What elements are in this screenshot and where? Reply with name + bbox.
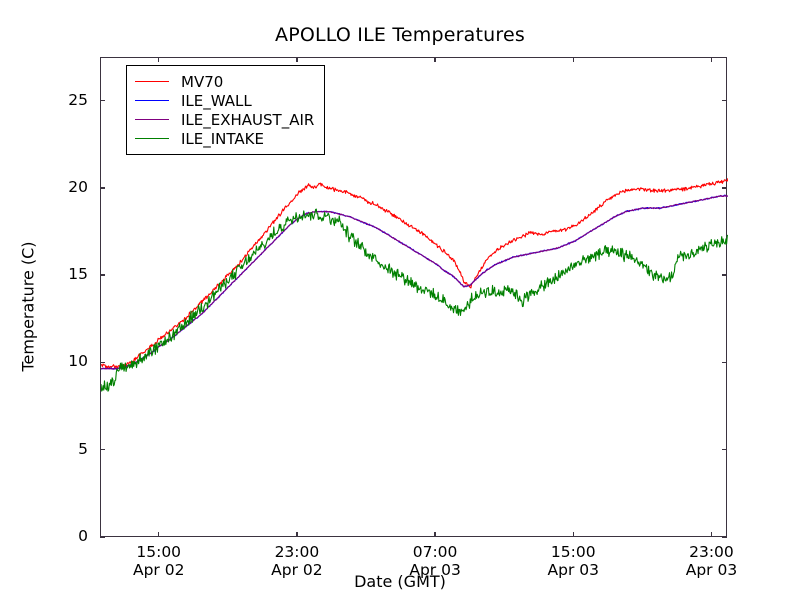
chart-title: APOLLO ILE Temperatures [275,24,525,46]
legend-swatch-icon [135,100,169,101]
y-tick-mark [100,187,105,189]
y-tick-label: 10 [68,352,88,371]
x-tick-mark [296,532,298,537]
legend-swatch-icon [135,138,169,139]
y-tick-mark [100,536,105,538]
x-tick-label: 07:00 Apr 03 [409,543,461,579]
y-axis-label: Temperature (C) [18,241,38,372]
legend-item: ILE_INTAKE [135,129,314,148]
y-tick-label: 0 [78,527,88,545]
y-tick-mark [100,361,105,364]
x-tick-label: 23:00 Apr 03 [685,543,738,579]
x-tick-mark [296,57,298,62]
series-line-ile_exhaust_air [101,194,728,370]
legend-label: MV70 [181,72,224,91]
legend-label: ILE_INTAKE [181,129,264,148]
y-tick-mark [722,274,727,276]
y-tick-mark [722,449,727,451]
legend-swatch-icon [135,119,169,120]
y-tick-mark [722,536,727,538]
y-tick-mark [722,99,727,102]
legend-label: ILE_WALL [181,91,252,110]
x-tick-label: 15:00 Apr 02 [132,543,185,579]
chart-legend: MV70 ILE_WALL ILE_EXHAUST_AIR ILE_INTAKE [126,65,326,155]
x-tick-mark [434,532,436,537]
x-tick-label: 15:00 Apr 03 [547,543,599,579]
plot-lines [101,177,728,392]
y-tick-mark [722,187,727,189]
y-tick-mark [100,274,105,276]
x-tick-label: 23:00 Apr 02 [271,543,323,579]
y-tick-mark [100,449,105,451]
x-axis-label: Date (GMT) [354,572,446,591]
y-tick-label: 15 [68,265,88,284]
legend-swatch-icon [135,81,169,82]
legend-label: ILE_EXHAUST_AIR [181,110,315,129]
legend-item: MV70 [135,72,314,91]
series-line-ile_intake [101,208,728,392]
x-tick-mark [710,57,713,62]
series-line-mv70 [101,177,728,370]
x-tick-mark [158,57,160,62]
y-tick-mark [100,99,105,102]
legend-item: ILE_WALL [135,91,314,110]
x-tick-mark [158,532,160,537]
x-tick-mark [434,57,436,62]
x-tick-mark [572,57,574,62]
legend-item: ILE_EXHAUST_AIR [135,110,314,129]
y-tick-label: 20 [68,177,88,196]
y-tick-label: 5 [78,439,88,458]
y-tick-label: 25 [68,90,88,109]
x-tick-mark [710,532,713,537]
x-tick-mark [572,532,574,537]
y-tick-mark [722,361,727,364]
